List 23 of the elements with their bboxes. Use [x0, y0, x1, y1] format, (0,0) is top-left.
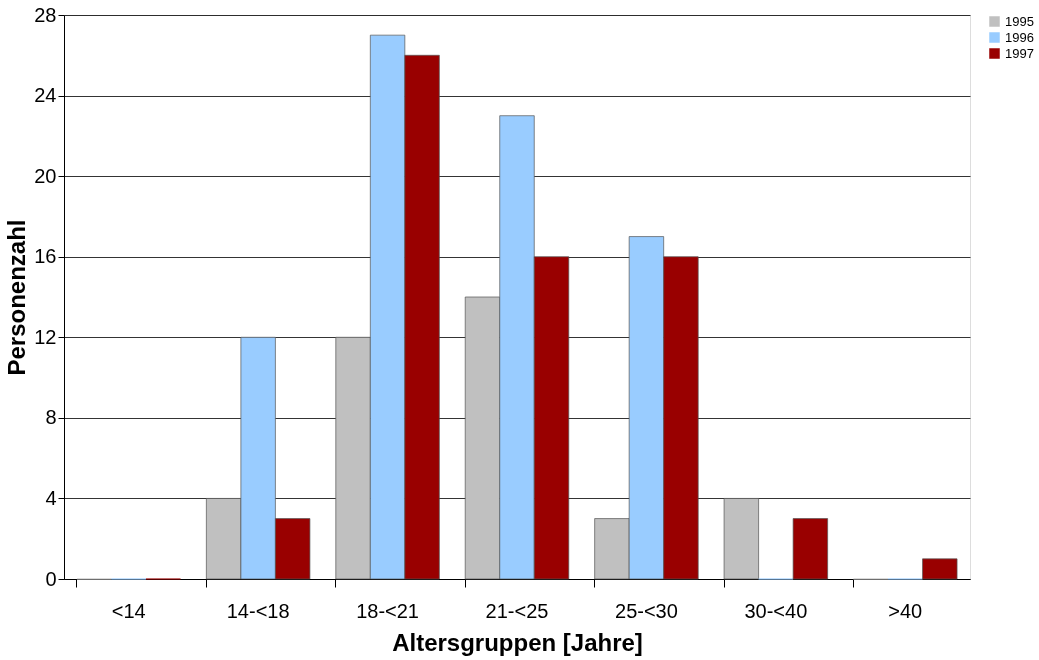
y-tick-label: 0 — [45, 567, 57, 590]
y-tick-label: 4 — [45, 486, 57, 509]
y-axis-title: Personenzahl — [3, 219, 31, 376]
y-tick-label: 24 — [34, 84, 57, 107]
y-tick-label: 12 — [34, 325, 57, 348]
x-tick-label: >40 — [888, 599, 923, 622]
x-tick-label: 14-<18 — [226, 599, 290, 622]
y-tick-label: 20 — [34, 164, 57, 187]
x-axis-title: Altersgruppen [Jahre] — [392, 628, 643, 656]
x-tick-label: 21-<25 — [485, 599, 549, 622]
bar — [922, 558, 958, 580]
x-tick-label: 30-<40 — [744, 599, 808, 622]
legend-label: 1997 — [1005, 45, 1034, 61]
y-tick-label: 16 — [34, 245, 57, 268]
legend-label: 1996 — [1005, 29, 1034, 45]
x-tick-label: 18-<21 — [356, 599, 419, 622]
legend-label: 1995 — [1005, 13, 1034, 29]
bar — [723, 498, 759, 580]
bar — [792, 518, 828, 580]
y-tick-label: 28 — [34, 3, 57, 26]
x-tick-label: <14 — [111, 599, 146, 622]
y-tick-label: 8 — [45, 406, 57, 429]
x-tick-label: 25-<30 — [615, 599, 678, 622]
